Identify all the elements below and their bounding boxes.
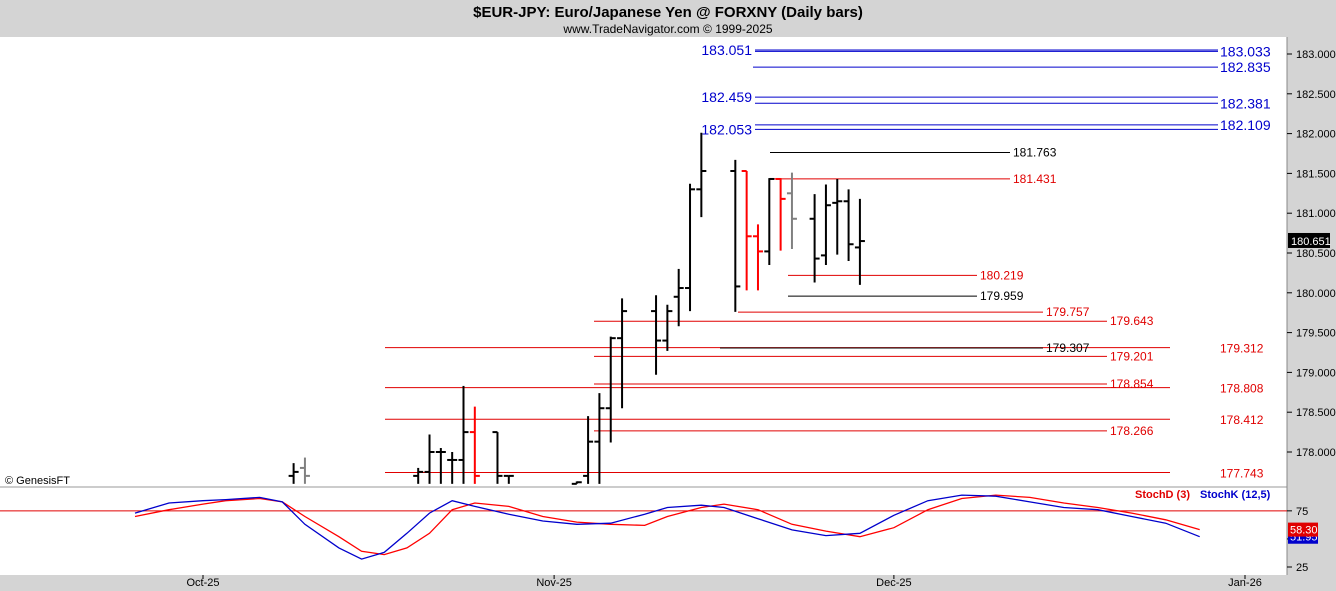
chart-title: $EUR-JPY: Euro/Japanese Yen @ FORXNY (Da… [473, 4, 863, 21]
level-label: 182.459 [701, 89, 752, 105]
level-label: 182.109 [1220, 117, 1271, 133]
level-label: 181.431 [1013, 172, 1057, 186]
price-tick-label: 182.500 [1296, 89, 1336, 101]
date-tick-label: Jan-26 [1228, 577, 1262, 589]
level-label: 183.051 [701, 42, 752, 58]
price-tick-label: 178.500 [1296, 407, 1336, 419]
stochastic-lines: StochD (3) StochK (12,5) [0, 489, 1287, 560]
stochastic-tick-label: 75 [1296, 506, 1308, 518]
level-label: 179.757 [1046, 305, 1090, 319]
level-label: 182.053 [701, 121, 752, 137]
price-tick-label: 180.000 [1296, 288, 1336, 300]
stochastic-tick-label: 25 [1296, 562, 1308, 574]
price-tick-label: 181.500 [1296, 168, 1336, 180]
date-axis: Oct-25 Nov-25 Dec-25 Jan-26 [186, 575, 1262, 589]
price-tick-label: 179.500 [1296, 328, 1336, 340]
level-label: 182.835 [1220, 59, 1271, 75]
stochk-line [134, 494, 1200, 560]
stochk-legend: StochK (12,5) [1200, 489, 1271, 501]
level-label: 180.219 [980, 268, 1024, 282]
level-label: 179.959 [980, 289, 1024, 303]
price-pane [0, 37, 1287, 487]
level-label: 179.201 [1110, 349, 1154, 363]
stochastic-pane [0, 487, 1287, 575]
level-label: 179.643 [1110, 314, 1154, 328]
level-label: 182.381 [1220, 95, 1271, 111]
price-tick-label: 179.000 [1296, 367, 1336, 379]
level-label: 178.808 [1220, 382, 1264, 396]
stochd-line [134, 494, 1200, 556]
level-label: 179.312 [1220, 342, 1264, 356]
price-tick-label: 181.000 [1296, 208, 1336, 220]
level-label: 181.763 [1013, 145, 1057, 159]
stochd-value-label: 58.30 [1290, 525, 1318, 537]
price-axis: 183.000 182.500 182.000 181.500 181.000 180.5… [1287, 49, 1336, 459]
level-label: 178.266 [1110, 424, 1154, 438]
date-tick-label: Nov-25 [536, 577, 571, 589]
date-tick-label: Oct-25 [186, 577, 219, 589]
level-label: 178.854 [1110, 377, 1154, 391]
date-tick-label: Dec-25 [876, 577, 911, 589]
stochd-legend: StochD (3) [1135, 489, 1190, 501]
level-label: 179.307 [1046, 341, 1090, 355]
price-tick-label: 182.000 [1296, 129, 1336, 141]
chart-subtitle: www.TradeNavigator.com © 1999-2025 [562, 22, 772, 36]
price-tick-label: 183.000 [1296, 49, 1336, 61]
stochd-value-box [1288, 522, 1318, 537]
level-label: 183.033 [1220, 43, 1271, 59]
price-tick-label: 178.000 [1296, 447, 1336, 459]
ohlc-bars [288, 132, 865, 485]
level-label: 177.743 [1220, 466, 1264, 480]
price-tick-label: 180.500 [1296, 248, 1336, 260]
copyright-label: © GenesisFT [5, 475, 70, 487]
level-label: 178.412 [1220, 413, 1264, 427]
last-price-box [1288, 232, 1330, 248]
last-price-label: 180.651 [1291, 236, 1331, 248]
